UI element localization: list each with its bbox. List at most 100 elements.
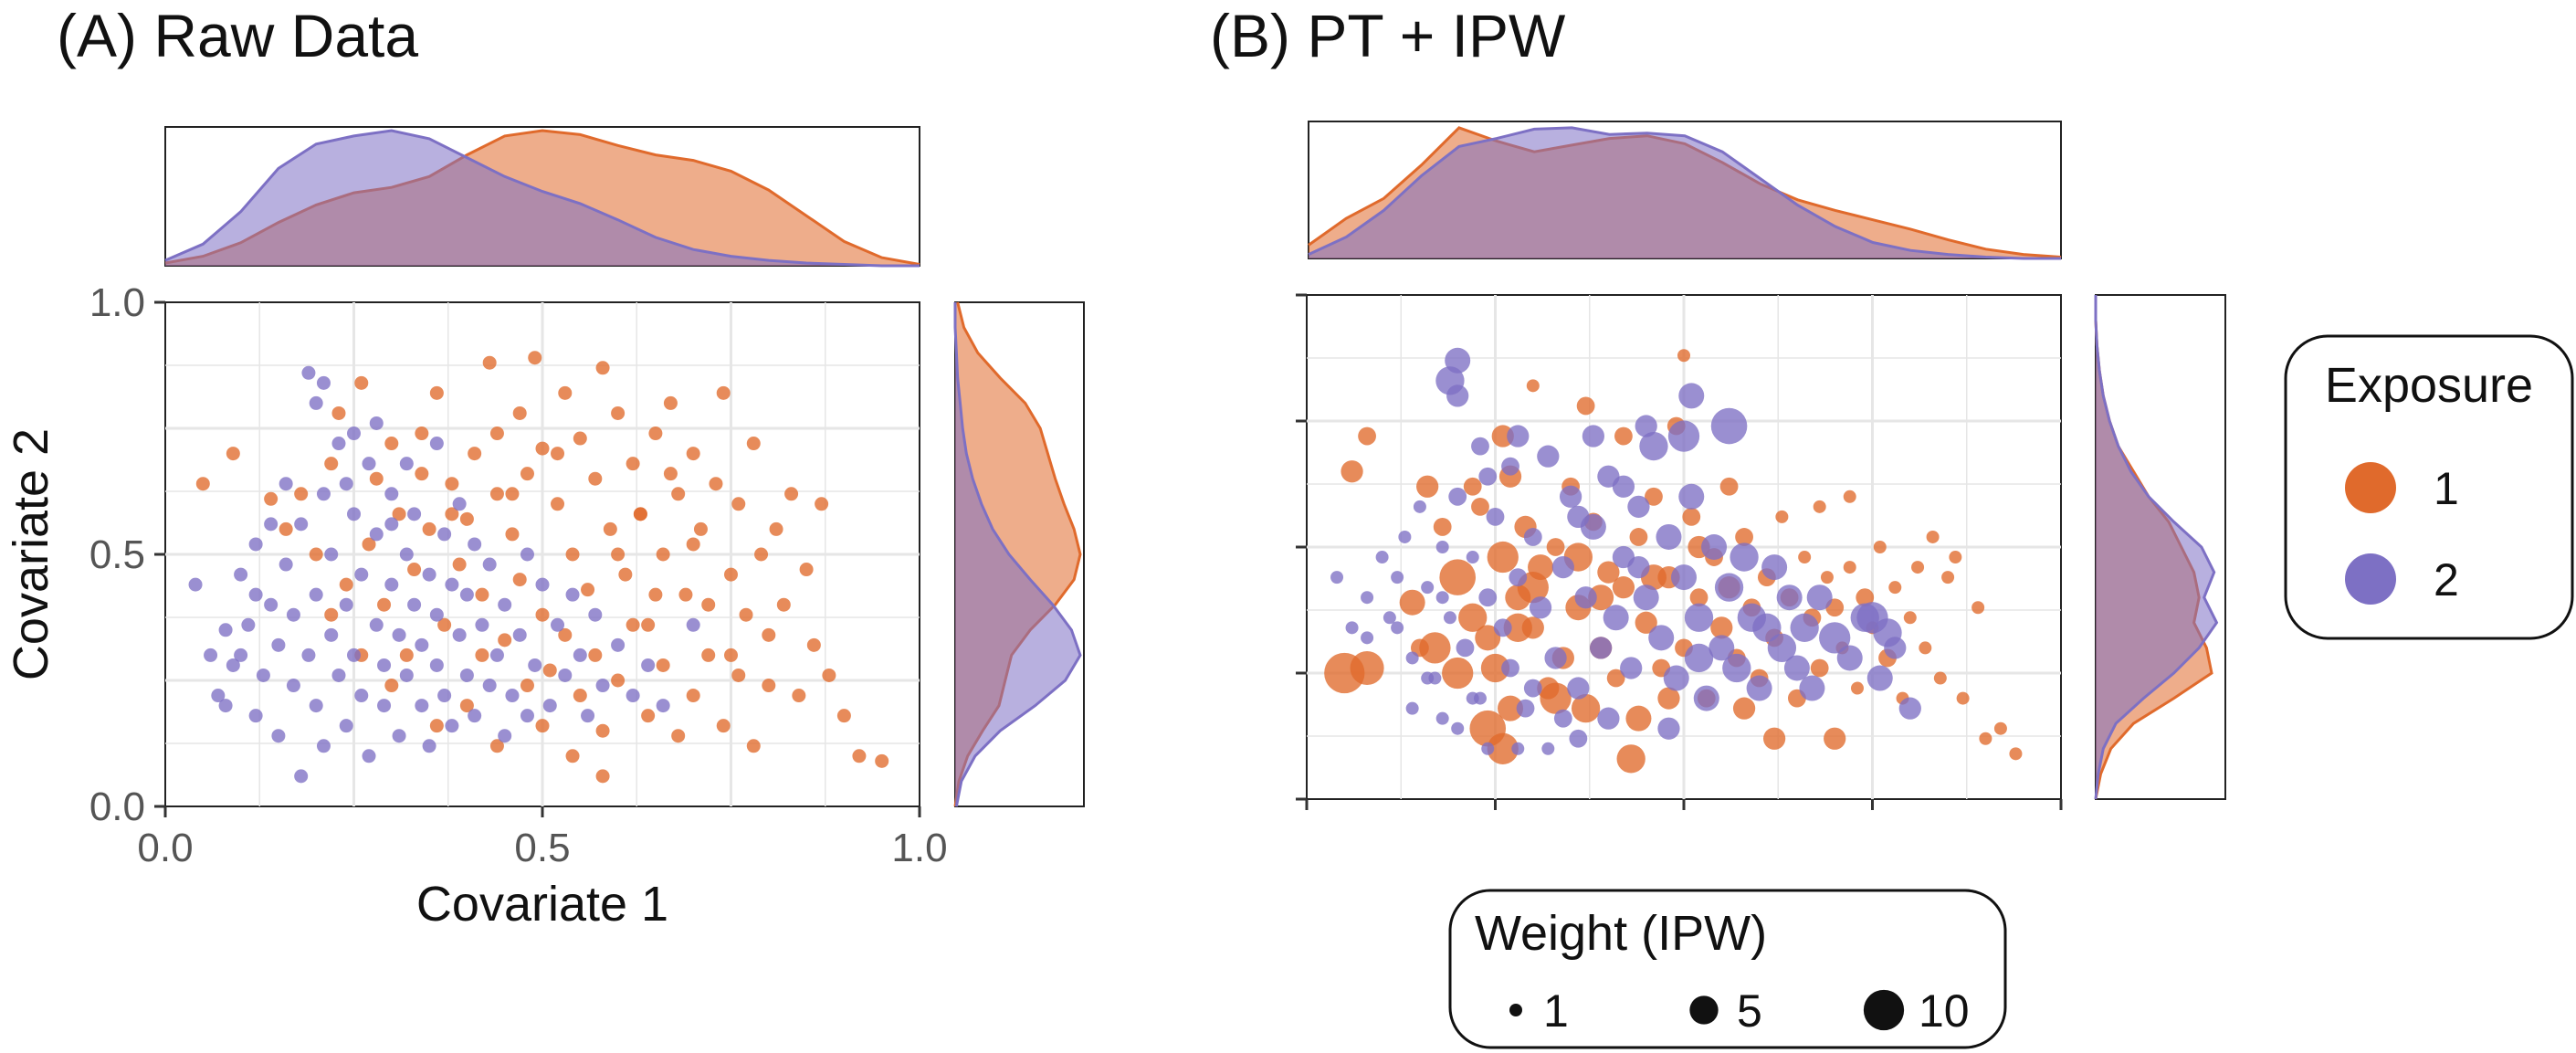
point-exposure-2 bbox=[686, 617, 700, 632]
point-exposure-1 bbox=[1735, 528, 1753, 546]
weight-key-10-dot bbox=[1863, 989, 1905, 1031]
point-exposure-2 bbox=[1635, 415, 1657, 437]
point-exposure-1 bbox=[1419, 632, 1451, 664]
point-exposure-1 bbox=[1442, 657, 1474, 690]
point-exposure-2 bbox=[316, 375, 331, 390]
point-exposure-1 bbox=[1612, 576, 1635, 599]
weight-key-5-dot bbox=[1689, 995, 1719, 1025]
point-exposure-2 bbox=[1553, 709, 1572, 728]
point-exposure-1 bbox=[294, 487, 309, 501]
point-exposure-2 bbox=[1466, 551, 1479, 564]
point-exposure-1 bbox=[731, 668, 746, 682]
point-exposure-1 bbox=[1677, 349, 1690, 363]
point-exposure-2 bbox=[1413, 500, 1426, 513]
point-exposure-1 bbox=[799, 563, 814, 577]
point-exposure-2 bbox=[1710, 407, 1748, 445]
y-tick-label: 1.0 bbox=[89, 280, 145, 325]
point-exposure-2 bbox=[264, 597, 279, 612]
point-exposure-2 bbox=[1421, 581, 1435, 595]
point-exposure-1 bbox=[437, 617, 452, 632]
point-exposure-1 bbox=[822, 668, 836, 682]
point-exposure-1 bbox=[731, 497, 746, 511]
point-exposure-1 bbox=[1956, 691, 1970, 705]
point-exposure-2 bbox=[1582, 425, 1605, 448]
point-exposure-1 bbox=[686, 537, 700, 552]
point-exposure-2 bbox=[1466, 691, 1479, 705]
exposure-key-1-swatch bbox=[2345, 462, 2396, 513]
point-exposure-2 bbox=[1541, 742, 1555, 755]
point-exposure-2 bbox=[1507, 425, 1530, 448]
point-exposure-2 bbox=[392, 627, 406, 642]
exposure-legend: Exposure 1 2 bbox=[2284, 334, 2574, 640]
point-exposure-1 bbox=[407, 563, 422, 577]
point-exposure-2 bbox=[1752, 613, 1782, 642]
point-exposure-2 bbox=[324, 547, 339, 562]
point-exposure-2 bbox=[551, 617, 565, 632]
point-exposure-2 bbox=[1612, 475, 1635, 498]
top-density-line-2 bbox=[1308, 126, 2061, 260]
point-exposure-2 bbox=[1873, 618, 1902, 648]
point-exposure-2 bbox=[1478, 588, 1498, 607]
point-exposure-2 bbox=[241, 617, 256, 632]
point-exposure-2 bbox=[1663, 665, 1689, 691]
point-exposure-1 bbox=[1629, 528, 1648, 546]
panel-a-title: (A) Raw Data bbox=[57, 2, 418, 69]
point-exposure-2 bbox=[1639, 431, 1668, 461]
point-exposure-2 bbox=[1633, 584, 1659, 611]
point-exposure-1 bbox=[226, 447, 240, 461]
point-exposure-1 bbox=[565, 547, 580, 562]
point-exposure-2 bbox=[445, 577, 459, 592]
point-exposure-2 bbox=[1761, 554, 1788, 581]
point-exposure-1 bbox=[1888, 581, 1902, 595]
point-exposure-1 bbox=[1949, 551, 1962, 564]
point-exposure-1 bbox=[633, 507, 647, 521]
point-exposure-1 bbox=[1798, 551, 1812, 564]
point-exposure-1 bbox=[1933, 671, 1947, 685]
point-exposure-2 bbox=[1383, 611, 1396, 625]
point-exposure-1 bbox=[551, 447, 565, 461]
point-exposure-2 bbox=[1701, 534, 1728, 560]
point-exposure-2 bbox=[1590, 637, 1613, 659]
point-exposure-2 bbox=[347, 507, 361, 521]
point-exposure-2 bbox=[354, 567, 369, 582]
point-exposure-1 bbox=[512, 573, 527, 587]
point-exposure-1 bbox=[611, 405, 626, 420]
point-exposure-1 bbox=[875, 753, 889, 768]
point-exposure-2 bbox=[1799, 675, 1825, 701]
point-exposure-1 bbox=[542, 663, 557, 678]
point-exposure-2 bbox=[1657, 717, 1680, 740]
point-exposure-2 bbox=[369, 527, 384, 542]
point-exposure-2 bbox=[528, 658, 542, 672]
point-exposure-2 bbox=[1435, 711, 1449, 725]
point-exposure-2 bbox=[1456, 638, 1475, 658]
point-exposure-2 bbox=[1481, 742, 1495, 755]
point-exposure-2 bbox=[459, 668, 474, 682]
point-exposure-1 bbox=[1732, 697, 1756, 720]
point-exposure-1 bbox=[648, 587, 663, 602]
right-density-area-2 bbox=[2096, 295, 2217, 799]
exposure-key-2-swatch bbox=[2345, 553, 2396, 605]
point-exposure-1 bbox=[384, 679, 399, 693]
panel-a-top-density bbox=[164, 126, 920, 268]
weight-key-1-label: 1 bbox=[1543, 985, 1569, 1037]
point-exposure-2 bbox=[1722, 653, 1751, 683]
point-exposure-2 bbox=[482, 557, 497, 572]
point-exposure-1 bbox=[1546, 538, 1565, 556]
point-exposure-1 bbox=[754, 547, 769, 562]
point-exposure-1 bbox=[762, 679, 776, 693]
point-exposure-1 bbox=[392, 507, 406, 521]
point-exposure-1 bbox=[1350, 650, 1384, 686]
point-exposure-2 bbox=[558, 668, 573, 682]
point-exposure-1 bbox=[362, 537, 376, 552]
point-exposure-1 bbox=[1439, 559, 1476, 595]
point-exposure-2 bbox=[384, 487, 399, 501]
point-exposure-1 bbox=[1719, 477, 1739, 496]
point-exposure-1 bbox=[663, 467, 678, 481]
point-exposure-2 bbox=[234, 648, 248, 662]
point-exposure-2 bbox=[248, 587, 263, 602]
point-exposure-2 bbox=[452, 497, 467, 511]
point-exposure-2 bbox=[611, 637, 626, 652]
point-exposure-2 bbox=[1375, 551, 1389, 564]
point-exposure-2 bbox=[1767, 633, 1797, 663]
point-exposure-1 bbox=[498, 633, 512, 648]
